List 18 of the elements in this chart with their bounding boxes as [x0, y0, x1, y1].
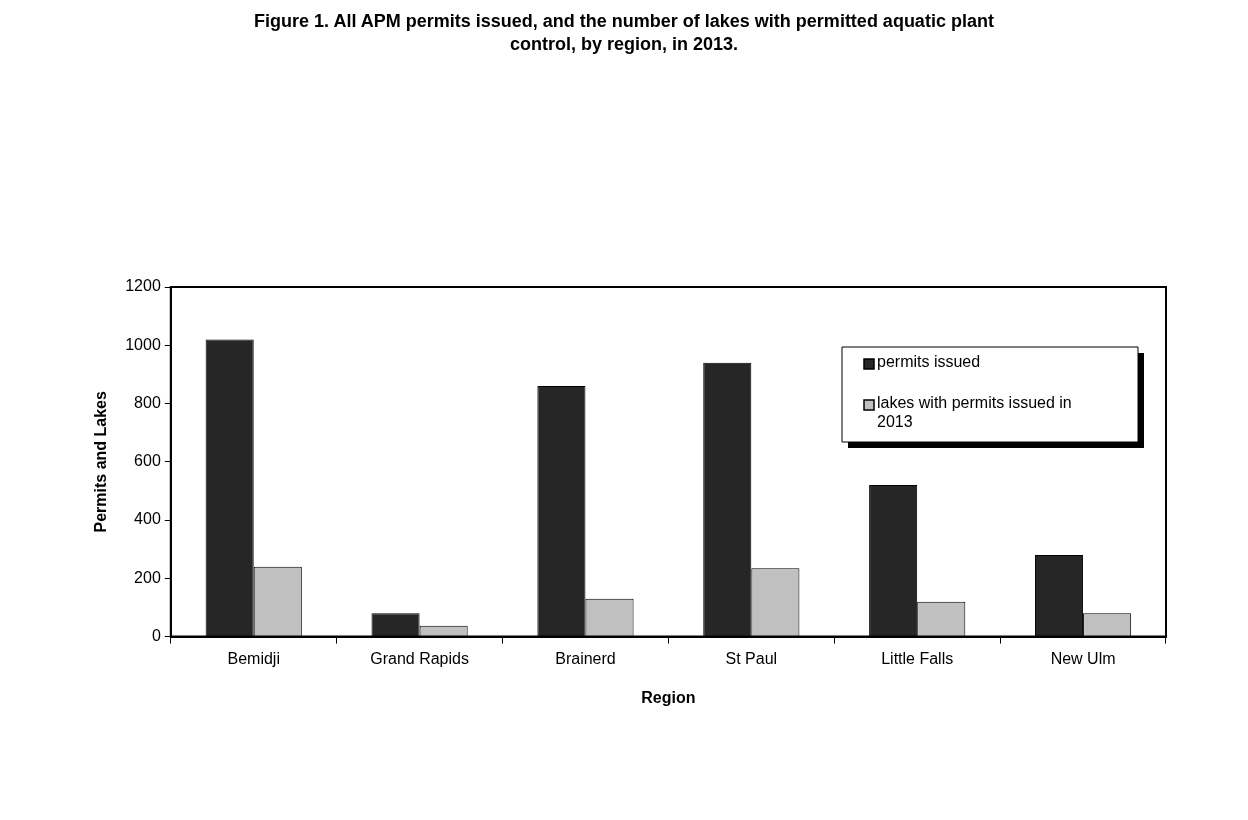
- legend-label: permits issued: [877, 353, 981, 371]
- y-tick-label: 0: [151, 627, 161, 645]
- y-tick-label: 200: [134, 568, 161, 586]
- chart-title: Figure 1. All APM permits issued, and the number of lakes with permitted aquatic plant control, by region, in 2013.: [253, 10, 995, 56]
- y-tick-label: 600: [134, 452, 161, 470]
- x-axis-title: Region: [641, 688, 696, 706]
- y-tick-label: 1000: [125, 335, 161, 353]
- x-tick-label: New Ulm: [1050, 649, 1116, 667]
- y-axis-title: Permits and Lakes: [92, 391, 110, 533]
- x-tick-label: Brainerd: [555, 649, 616, 667]
- y-tick-label: 400: [134, 510, 161, 528]
- x-tick-label: Bemidji: [227, 649, 280, 667]
- y-tick-label: 800: [134, 393, 161, 411]
- x-tick-label: St Paul: [725, 649, 778, 667]
- x-tick-label: Grand Rapids: [370, 649, 469, 667]
- y-tick-label: 1200: [125, 277, 161, 295]
- legend-label: lakes with permits issued in 2013: [877, 394, 1072, 431]
- x-tick-label: Little Falls: [881, 649, 954, 667]
